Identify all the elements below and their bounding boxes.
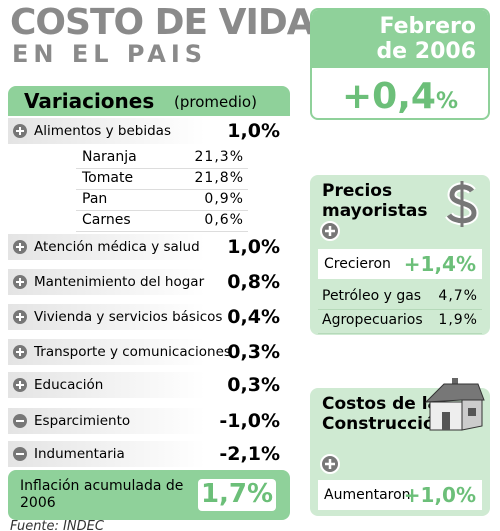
item-row: Transporte y comunicaciones 0,3%	[8, 339, 290, 365]
section-note: (promedio)	[174, 93, 257, 111]
item-label: Transporte y comunicaciones	[34, 344, 231, 360]
item-row: Alimentos y bebidas 1,0%	[8, 118, 290, 144]
item-row: Educación 0,3%	[8, 372, 290, 398]
month-line: de 2006	[376, 39, 476, 64]
item-row: Mantenimiento del hogar 0,8%	[8, 269, 290, 295]
month-number: +0,4	[342, 76, 436, 117]
item-label: Esparcimiento	[34, 413, 131, 429]
source: Fuente: INDEC	[10, 519, 104, 531]
month-line: Febrero	[379, 14, 476, 39]
item-row: Indumentaria -2,1%	[8, 441, 290, 467]
wholesale-item-label: Petróleo y gas	[322, 288, 422, 304]
item-label: Educación	[34, 377, 104, 393]
subitem-value: 21,3%	[194, 149, 244, 165]
subitem-label: Naranja	[82, 149, 137, 165]
item-row: Esparcimiento -1,0%	[8, 408, 290, 434]
section-header: Variaciones (promedio)	[8, 86, 290, 116]
month-unit: %	[435, 89, 458, 114]
subtitle: EN EL PAIS	[12, 40, 208, 68]
month-box: Febrero de 2006 +0,4%	[310, 8, 490, 120]
subitem-row: Naranja 21,3%	[76, 148, 248, 169]
minus-icon	[13, 447, 27, 461]
subitem-label: Pan	[82, 191, 108, 207]
subitem-value: 0,6%	[204, 212, 244, 228]
wholesale-label: Crecieron	[324, 256, 391, 272]
construction-main: Aumentaron +1,0%	[318, 480, 482, 510]
item-label: Alimentos y bebidas	[34, 123, 171, 139]
wholesale-box: Precios mayoristas Crecieron +1,4% Petról…	[310, 175, 490, 335]
title: COSTO DE VIDA	[10, 2, 315, 43]
house-icon	[424, 378, 485, 431]
month-value: +0,4%	[312, 76, 488, 117]
construction-title: Costos de la Construcción	[322, 394, 447, 434]
item-row: Vivienda y servicios básicos 0,4%	[8, 304, 290, 330]
subitem-row: Pan 0,9%	[76, 190, 248, 211]
plus-icon	[320, 221, 340, 241]
item-label: Mantenimiento del hogar	[34, 274, 205, 290]
wholesale-item-value: 4,7%	[438, 288, 478, 304]
wholesale-value: +1,4%	[403, 252, 476, 276]
plus-icon	[13, 275, 27, 289]
dollar-icon	[445, 181, 479, 227]
plus-icon	[320, 454, 340, 474]
construction-label: Aumentaron	[324, 487, 411, 503]
construction-box: Costos de la Construcción Aumentaron +1,0…	[310, 378, 490, 516]
wholesale-row: Agropecuarios 1,9%	[318, 309, 482, 334]
item-value: 1,0%	[227, 120, 280, 142]
subitem-label: Carnes	[82, 212, 131, 228]
plus-icon	[13, 378, 27, 392]
subitem-row: Carnes 0,6%	[76, 211, 248, 232]
item-value: 0,3%	[227, 341, 280, 363]
item-label: Atención médica y salud	[34, 239, 200, 255]
item-value: -2,1%	[219, 443, 280, 465]
wholesale-title: Precios mayoristas	[322, 181, 428, 221]
wholesale-item-label: Agropecuarios	[322, 312, 423, 328]
inflation-box: Inflación acumulada de 2006 1,7%	[8, 470, 290, 520]
plus-icon	[13, 345, 27, 359]
wholesale-main: Crecieron +1,4%	[318, 249, 482, 279]
plus-icon	[13, 240, 27, 254]
minus-icon	[13, 414, 27, 428]
wholesale-item-value: 1,9%	[438, 312, 478, 328]
subitem-label: Tomate	[82, 170, 134, 186]
item-value: 1,0%	[227, 236, 280, 258]
plus-icon	[13, 124, 27, 138]
wholesale-row: Petróleo y gas 4,7%	[318, 285, 482, 310]
construction-value: +1,0%	[403, 483, 476, 507]
item-value: 0,4%	[227, 306, 280, 328]
item-label: Vivienda y servicios básicos	[34, 309, 223, 325]
inflation-value: 1,7%	[198, 479, 276, 511]
item-value: 0,3%	[227, 374, 280, 396]
subitem-row: Tomate 21,8%	[76, 169, 248, 190]
plus-icon	[13, 310, 27, 324]
subitem-value: 0,9%	[204, 191, 244, 207]
section-title: Variaciones	[24, 89, 155, 113]
item-value: -1,0%	[219, 410, 280, 432]
item-label: Indumentaria	[34, 446, 125, 462]
month-header: Febrero de 2006	[312, 10, 488, 68]
item-row: Atención médica y salud 1,0%	[8, 234, 290, 260]
inflation-label: Inflación acumulada de 2006	[20, 478, 184, 511]
item-value: 0,8%	[227, 271, 280, 293]
subitem-value: 21,8%	[194, 170, 244, 186]
